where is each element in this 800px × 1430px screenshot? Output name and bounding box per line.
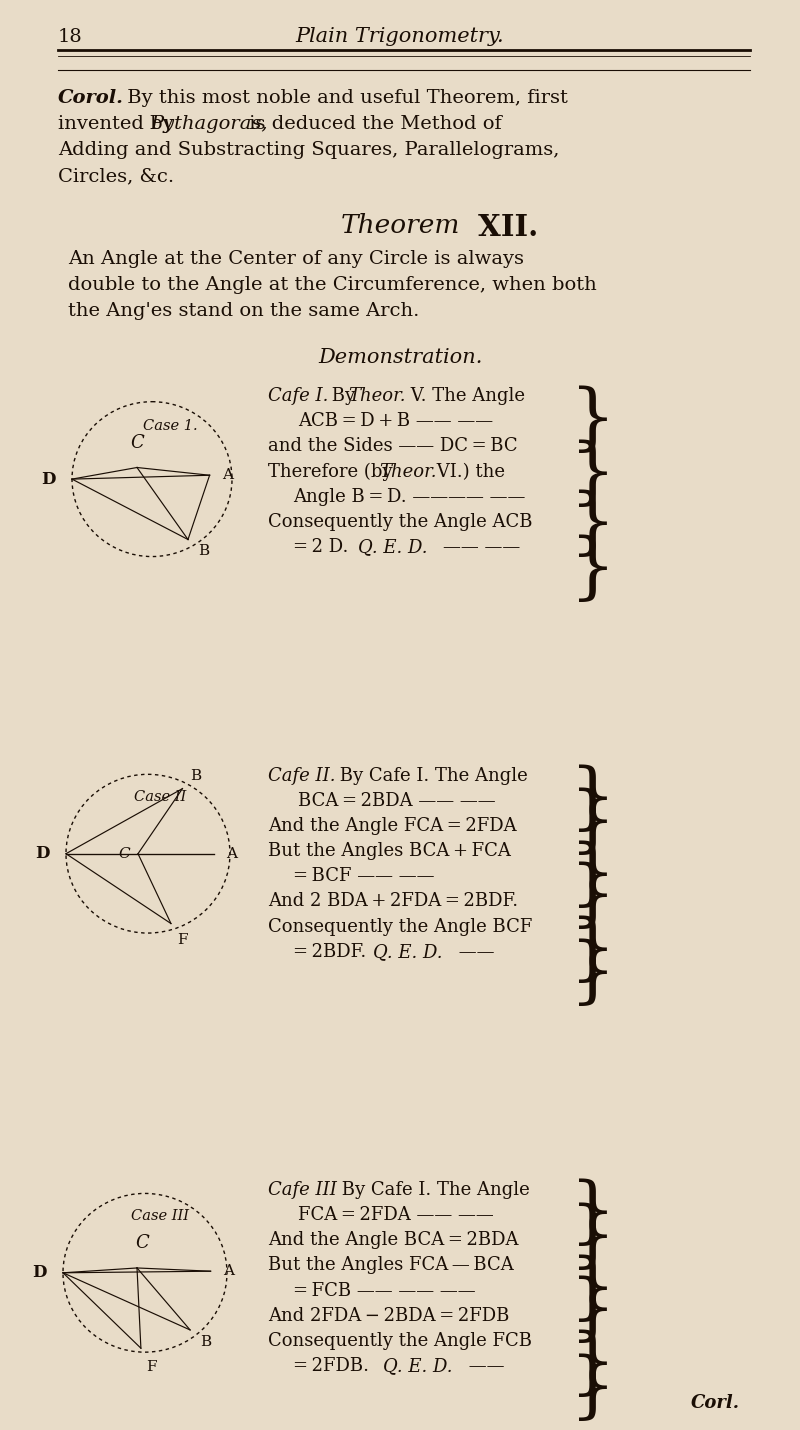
Text: Angle B = D. ———— ——: Angle B = D. ———— —— bbox=[293, 488, 526, 506]
Text: By this most noble and useful Theorem, first: By this most noble and useful Theorem, f… bbox=[121, 89, 568, 107]
Text: VI.) the: VI.) the bbox=[431, 463, 505, 480]
Text: B: B bbox=[190, 769, 202, 782]
Text: F: F bbox=[146, 1360, 157, 1374]
Text: is deduced the Method of: is deduced the Method of bbox=[243, 116, 502, 133]
Text: }: } bbox=[570, 1178, 616, 1250]
Text: = 2FDB.: = 2FDB. bbox=[293, 1357, 386, 1376]
Text: V. The Angle: V. The Angle bbox=[405, 388, 525, 405]
Text: Plain Trigonometry.: Plain Trigonometry. bbox=[296, 27, 504, 46]
Text: }: } bbox=[570, 439, 616, 511]
Text: Therefore (by: Therefore (by bbox=[268, 463, 398, 480]
Text: Corl.: Corl. bbox=[691, 1394, 740, 1411]
Text: F: F bbox=[177, 934, 187, 947]
Text: D: D bbox=[33, 1264, 47, 1281]
Text: An Angle at the Center of any Circle is always: An Angle at the Center of any Circle is … bbox=[68, 250, 524, 267]
Text: D: D bbox=[35, 845, 50, 862]
Text: XII.: XII. bbox=[468, 213, 538, 242]
Text: And 2 BDA + 2FDA = 2BDF.: And 2 BDA + 2FDA = 2BDF. bbox=[268, 892, 518, 911]
Text: Theorem: Theorem bbox=[340, 213, 460, 237]
Text: }: } bbox=[570, 915, 616, 987]
Text: }: } bbox=[570, 535, 616, 605]
Text: But the Angles FCA — BCA: But the Angles FCA — BCA bbox=[268, 1257, 514, 1274]
Text: And 2FDA − 2BDA = 2FDB: And 2FDA − 2BDA = 2FDB bbox=[268, 1307, 510, 1324]
Text: }: } bbox=[570, 765, 616, 835]
Text: Cafe III: Cafe III bbox=[268, 1181, 337, 1198]
Text: Adding and Substracting Squares, Parallelograms,: Adding and Substracting Squares, Paralle… bbox=[58, 142, 559, 159]
Text: Cafe I.: Cafe I. bbox=[268, 388, 328, 405]
Text: = 2 D.: = 2 D. bbox=[293, 538, 366, 556]
Text: }: } bbox=[570, 788, 616, 858]
Text: By Cafe I. The Angle: By Cafe I. The Angle bbox=[334, 766, 528, 785]
Text: But the Angles BCA + FCA: But the Angles BCA + FCA bbox=[268, 842, 511, 859]
Text: B: B bbox=[200, 1334, 211, 1348]
Text: By Cafe I. The Angle: By Cafe I. The Angle bbox=[336, 1181, 530, 1198]
Text: Cafe II.: Cafe II. bbox=[268, 766, 335, 785]
Text: Case 1.: Case 1. bbox=[142, 419, 198, 433]
Text: A: A bbox=[222, 1264, 234, 1278]
Text: Q. E. D.: Q. E. D. bbox=[358, 538, 427, 556]
Text: C: C bbox=[135, 1234, 149, 1253]
Text: }: } bbox=[570, 940, 616, 1010]
Text: ——: —— bbox=[453, 942, 494, 961]
Text: ——: —— bbox=[463, 1357, 505, 1376]
Text: }: } bbox=[570, 861, 616, 932]
Text: FCA = 2FDA —— ——: FCA = 2FDA —— —— bbox=[298, 1205, 494, 1224]
Text: —— ——: —— —— bbox=[443, 538, 520, 556]
Text: = BCF —— ——: = BCF —— —— bbox=[293, 867, 434, 885]
Text: C: C bbox=[130, 435, 144, 452]
Text: }: } bbox=[570, 1254, 616, 1326]
Text: Q. E. D.: Q. E. D. bbox=[383, 1357, 453, 1376]
Text: }: } bbox=[570, 489, 616, 561]
Text: D: D bbox=[42, 470, 56, 488]
Text: A: A bbox=[222, 468, 233, 482]
Text: And the Angle BCA = 2BDA: And the Angle BCA = 2BDA bbox=[268, 1231, 518, 1250]
Text: Pythagoras,: Pythagoras, bbox=[150, 116, 268, 133]
Text: BCA = 2BDA —— ——: BCA = 2BDA —— —— bbox=[298, 792, 496, 809]
Text: Q. E. D.: Q. E. D. bbox=[373, 942, 442, 961]
Text: 18: 18 bbox=[58, 27, 82, 46]
Text: the Ang'es stand on the same Arch.: the Ang'es stand on the same Arch. bbox=[68, 302, 419, 320]
Text: Theor.: Theor. bbox=[379, 463, 437, 480]
Text: ACB = D + B —— ——: ACB = D + B —— —— bbox=[298, 412, 493, 430]
Text: Demonstration.: Demonstration. bbox=[318, 349, 482, 368]
Text: And the Angle FCA = 2FDA: And the Angle FCA = 2FDA bbox=[268, 817, 517, 835]
Text: Theor.: Theor. bbox=[348, 388, 406, 405]
Text: }: } bbox=[570, 1203, 616, 1273]
Text: }: } bbox=[570, 1276, 616, 1346]
Text: B: B bbox=[198, 545, 209, 558]
Text: invented by: invented by bbox=[58, 116, 180, 133]
Text: Case II: Case II bbox=[134, 789, 186, 804]
Text: = 2BDF.: = 2BDF. bbox=[293, 942, 378, 961]
Text: Consequently the Angle FCB: Consequently the Angle FCB bbox=[268, 1331, 532, 1350]
Text: Consequently the Angle ACB: Consequently the Angle ACB bbox=[268, 513, 533, 531]
Text: = FCB —— —— ——: = FCB —— —— —— bbox=[293, 1281, 476, 1300]
Text: and the Sides —— DC = BC: and the Sides —— DC = BC bbox=[268, 438, 518, 456]
Text: }: } bbox=[570, 385, 616, 456]
Text: C: C bbox=[118, 847, 130, 861]
Text: Corol.: Corol. bbox=[58, 89, 124, 107]
Text: }: } bbox=[570, 1353, 616, 1424]
Text: Circles, &c.: Circles, &c. bbox=[58, 167, 174, 186]
Text: }: } bbox=[570, 1330, 616, 1400]
Text: }: } bbox=[570, 841, 616, 911]
Text: By: By bbox=[326, 388, 361, 405]
Text: A: A bbox=[226, 847, 237, 861]
Text: Consequently the Angle BCF: Consequently the Angle BCF bbox=[268, 918, 532, 935]
Text: double to the Angle at the Circumference, when both: double to the Angle at the Circumference… bbox=[68, 276, 597, 293]
Text: Case III: Case III bbox=[131, 1208, 189, 1223]
